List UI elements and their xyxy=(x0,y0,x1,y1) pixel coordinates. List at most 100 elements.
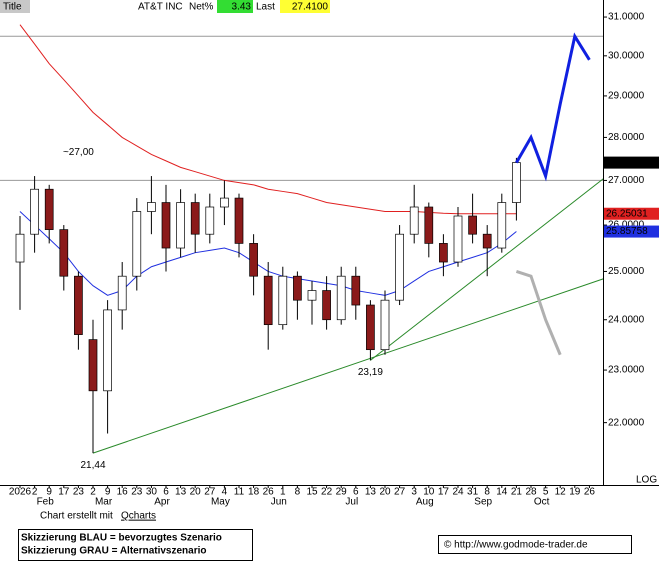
candle-body xyxy=(117,275,127,311)
candle-body xyxy=(15,233,25,263)
annotation: 21,44 xyxy=(80,460,105,471)
y-tick-label: 26.0000 xyxy=(608,220,645,231)
x-tick-label: 16 xyxy=(117,487,129,498)
y-tick-label: 23.0000 xyxy=(608,365,645,376)
credit-link: Qcharts xyxy=(121,511,156,522)
month-label: Aug xyxy=(416,497,434,508)
x-tick-label: 19 xyxy=(569,487,581,498)
x-tick-label: 2 xyxy=(90,487,96,498)
price-box xyxy=(604,225,659,238)
candle-body xyxy=(380,299,390,351)
x-tick-label: 6 xyxy=(353,487,359,498)
x-tick-label: 2 xyxy=(32,487,38,498)
header-title: Title xyxy=(3,2,22,13)
candle-body xyxy=(263,275,273,326)
candle-body xyxy=(234,197,244,244)
month-label: Mar xyxy=(95,497,113,508)
price-label: 25.85758 xyxy=(606,226,648,237)
candle-body xyxy=(439,243,448,263)
candle-body xyxy=(161,202,171,249)
header-net-label: Net% xyxy=(189,2,214,13)
x-tick-label: 4 xyxy=(222,487,228,498)
candle-body xyxy=(132,211,142,277)
overlay: 22.0000 23.0000 24.0000 25.0000 26.0000 27.00… xyxy=(9,12,659,508)
x-tick-label: 23 xyxy=(73,487,85,498)
x-tick-label: 20 xyxy=(379,487,391,498)
scenario-line xyxy=(515,270,562,356)
x-tick-label: 28 xyxy=(525,487,537,498)
candle-body xyxy=(205,206,215,235)
y-tick-label: 22.0000 xyxy=(608,417,645,428)
x-tick-label: 8 xyxy=(484,487,490,498)
x-tick-label: 12 xyxy=(555,487,567,498)
x-tick-label: 17 xyxy=(58,487,70,498)
annotation: 23,19 xyxy=(358,367,383,378)
header-name: AT&T INC xyxy=(138,2,183,13)
month-label: Feb xyxy=(37,497,55,508)
trend-line xyxy=(92,278,603,454)
candle-body xyxy=(44,188,54,230)
x-tick-label: 14 xyxy=(496,487,508,498)
x-tick-label: 10 xyxy=(423,487,435,498)
x-tick-label: 21 xyxy=(511,487,523,498)
candle-body xyxy=(220,197,229,208)
candle-body xyxy=(482,233,492,249)
x-tick-label: 9 xyxy=(105,487,111,498)
candle-body xyxy=(176,202,185,249)
scenario-line xyxy=(515,32,591,182)
x-tick-label: 27 xyxy=(204,487,216,498)
plot-area xyxy=(0,24,603,454)
month-label: Jun xyxy=(271,497,287,508)
candle-body xyxy=(322,290,331,321)
header-box xyxy=(280,0,330,13)
candle-body xyxy=(336,275,346,321)
x-tick-label: 18 xyxy=(248,487,260,498)
candle-body xyxy=(190,202,200,235)
y-tick-label: 25.0000 xyxy=(608,266,645,277)
annotation: ~27,00 xyxy=(63,147,94,158)
header-last-value: 27.4100 xyxy=(292,2,329,13)
candle-body xyxy=(497,202,507,249)
x-tick-label: 6 xyxy=(163,487,169,498)
y-tick-label: 30.0000 xyxy=(608,50,645,61)
month-label: Apr xyxy=(154,497,170,508)
candle-body xyxy=(249,243,258,277)
y-tick-label: 27.0000 xyxy=(608,175,645,186)
candle-body xyxy=(351,275,361,306)
credit: Chart erstellt mit xyxy=(40,511,113,522)
candle-body xyxy=(59,229,69,277)
candle-body xyxy=(307,290,317,301)
candle-body xyxy=(409,206,419,235)
candle-body xyxy=(468,215,477,235)
x-tick-label: 11 xyxy=(234,487,245,498)
month-label: Jul xyxy=(345,497,358,508)
header-box xyxy=(0,0,30,13)
candle-body xyxy=(512,162,521,203)
candle-body xyxy=(30,188,39,235)
x-tick-label: 9 xyxy=(46,487,52,498)
legend-text: Skizzierung GRAU = Alternativszenario xyxy=(21,546,207,557)
x-tick-label: 23 xyxy=(131,487,143,498)
y-tick-label: 31.0000 xyxy=(608,12,645,23)
x-tick-label: 15 xyxy=(306,487,318,498)
candle-body xyxy=(88,339,98,392)
x-tick-label: 26 xyxy=(263,487,275,498)
x-tick-label: 5 xyxy=(543,487,549,498)
candle-body xyxy=(147,202,156,212)
x-tick-label: 8 xyxy=(295,487,301,498)
candle-body xyxy=(366,304,375,351)
price-box xyxy=(604,207,659,220)
scale-label: LOG xyxy=(636,475,657,486)
candle-body xyxy=(395,233,404,301)
month-label: May xyxy=(211,497,230,508)
x-tick-label: 3 xyxy=(411,487,417,498)
x-tick-label: 30 xyxy=(146,487,158,498)
candle-body xyxy=(293,275,302,301)
price-label: 26.25031 xyxy=(606,208,648,219)
x-tick-label: 31 xyxy=(467,487,479,498)
candle-body xyxy=(74,275,83,335)
x-tick-label: 1 xyxy=(280,487,286,498)
y-tick-label: 24.0000 xyxy=(608,314,645,325)
x-tick-label: 29 xyxy=(336,487,348,498)
